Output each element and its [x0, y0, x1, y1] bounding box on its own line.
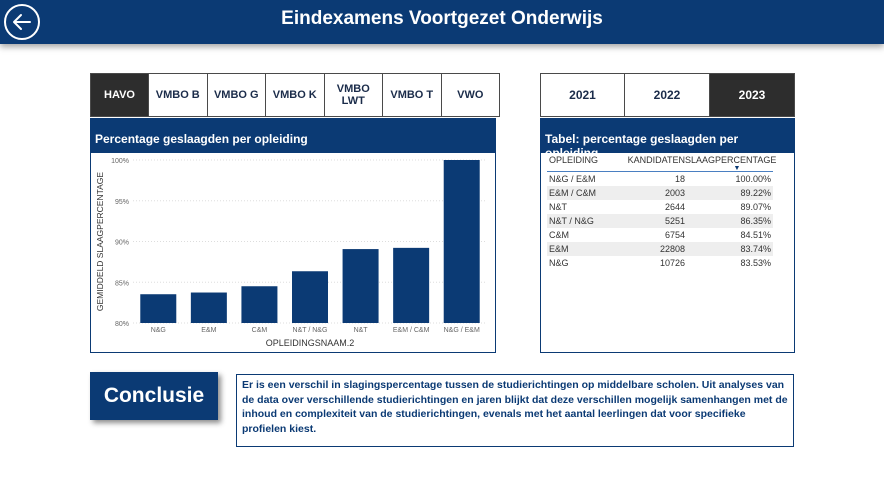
x-tick-label: N&T / N&G: [293, 327, 328, 334]
x-tick-label: E&M / C&M: [393, 327, 430, 334]
x-tick-label: E&M: [201, 327, 216, 334]
y-tick-label: 85%: [115, 280, 129, 287]
table-cell-opleiding: N&T: [549, 202, 567, 212]
table-cell-opleiding: N&G / E&M: [549, 174, 596, 184]
bar[interactable]: [342, 249, 379, 323]
table-cell-kandidaten: 10726: [659, 258, 685, 268]
tab-2021[interactable]: 2021: [540, 73, 625, 117]
column-header-opleiding[interactable]: OPLEIDING: [549, 155, 599, 165]
arrow-left-icon: [13, 14, 31, 30]
x-tick-label: N&T: [354, 327, 369, 334]
tab-havo[interactable]: HAVO: [90, 73, 149, 117]
table-title: Tabel: percentage geslaagden per opleidi…: [541, 119, 794, 160]
tab-vmbo-g[interactable]: VMBO G: [207, 73, 266, 117]
table-cell-opleiding: E&M: [549, 244, 569, 254]
tab-2023[interactable]: 2023: [710, 73, 795, 117]
sort-descending-icon: ▼: [733, 165, 741, 172]
year-tabs: 2021 2022 2023: [540, 73, 795, 117]
chart-panel: Percentage geslaagden per opleiding 80% 8…: [90, 118, 496, 353]
table-cell-opleiding: E&M / C&M: [549, 188, 597, 198]
table-row[interactable]: N&G / E&M 18 100.00%: [547, 172, 773, 186]
y-tick-label: 90%: [115, 240, 129, 247]
table-row[interactable]: N&G 10726 83.53%: [547, 256, 773, 270]
table-row[interactable]: E&M / C&M 2003 89.22%: [547, 186, 773, 200]
table-cell-opleiding: N&T / N&G: [549, 216, 594, 226]
table-row[interactable]: N&T 2644 89.07%: [547, 200, 773, 214]
bar-chart: 80% 85% 90% 95% 100% N&G E&M C&M N&T / N&G N&T E&M…: [95, 158, 487, 348]
tab-vwo[interactable]: VWO: [441, 73, 500, 117]
tab-2022[interactable]: 2022: [625, 73, 710, 117]
table-cell-slaagpercentage: 86.35%: [740, 216, 771, 226]
table-panel: Tabel: percentage geslaagden per opleidi…: [540, 118, 795, 353]
table-cell-kandidaten: 18: [674, 174, 685, 184]
y-axis-label: GEMIDDELD SLAAGPERCENTAGE: [95, 172, 105, 312]
chart-title: Percentage geslaagden per opleiding: [91, 119, 495, 153]
column-header-slaagpercentage-label: SLAAGPERCENTAGE: [685, 155, 777, 165]
table-cell-slaagpercentage: 100.00%: [735, 174, 771, 184]
table-cell-kandidaten: 2644: [664, 202, 685, 212]
table-body: N&G / E&M 18 100.00% E&M / C&M 2003 89.22% N&T…: [547, 172, 773, 270]
table-header: OPLEIDING KANDIDATEN SLAAGPERCENTAGE ▼: [547, 155, 777, 172]
bar[interactable]: [241, 286, 278, 323]
tab-vmbo-k[interactable]: VMBO K: [266, 73, 325, 117]
table-cell-slaagpercentage: 89.07%: [740, 202, 771, 212]
bar[interactable]: [190, 292, 227, 323]
tab-vmbo-lwt[interactable]: VMBO LWT: [324, 73, 383, 117]
x-tick-label: N&G: [151, 327, 166, 334]
bar[interactable]: [393, 247, 430, 323]
y-tick-label: 100%: [111, 158, 129, 165]
table-cell-kandidaten: 2003: [664, 188, 685, 198]
table-cell-opleiding: N&G: [549, 258, 569, 268]
tab-vmbo-t[interactable]: VMBO T: [383, 73, 442, 117]
column-header-slaagpercentage[interactable]: SLAAGPERCENTAGE ▼: [685, 155, 777, 172]
table-row[interactable]: E&M 22808 83.74%: [547, 242, 773, 256]
bar[interactable]: [292, 271, 328, 323]
x-tick-label: C&M: [252, 327, 268, 334]
table-cell-kandidaten: 5251: [664, 216, 685, 226]
bar[interactable]: [140, 294, 177, 323]
table-cell-kandidaten: 22808: [659, 244, 685, 254]
opleiding-tabs: HAVO VMBO B VMBO G VMBO K VMBO LWT VMBO …: [90, 73, 500, 117]
y-tick-label: 80%: [115, 321, 129, 328]
results-table: OPLEIDING KANDIDATEN SLAAGPERCENTAGE ▼ N…: [547, 155, 777, 270]
table-cell-slaagpercentage: 89.22%: [740, 188, 771, 198]
x-tick-label: N&G / E&M: [444, 327, 480, 334]
table-cell-slaagpercentage: 83.53%: [740, 258, 771, 268]
table-cell-opleiding: C&M: [549, 230, 569, 240]
table-cell-slaagpercentage: 83.74%: [740, 244, 771, 254]
y-tick-label: 95%: [115, 199, 129, 206]
x-axis-label: OPLEIDINGSNAAM.2: [266, 338, 355, 348]
back-button[interactable]: [4, 4, 40, 40]
conclusie-button[interactable]: Conclusie: [90, 372, 218, 420]
tab-vmbo-b[interactable]: VMBO B: [149, 73, 208, 117]
page-title: Eindexamens Voortgezet Onderwijs: [281, 8, 603, 29]
column-header-kandidaten[interactable]: KANDIDATEN: [627, 155, 685, 165]
table-row[interactable]: N&T / N&G 5251 86.35%: [547, 214, 773, 228]
conclusie-text: Er is een verschil in slagingspercentage…: [236, 374, 794, 447]
table-cell-slaagpercentage: 84.51%: [740, 230, 771, 240]
header-bar: Eindexamens Voortgezet Onderwijs: [0, 0, 884, 44]
table-cell-kandidaten: 6754: [664, 230, 685, 240]
bar[interactable]: [443, 160, 480, 323]
table-row[interactable]: C&M 6754 84.51%: [547, 228, 773, 242]
